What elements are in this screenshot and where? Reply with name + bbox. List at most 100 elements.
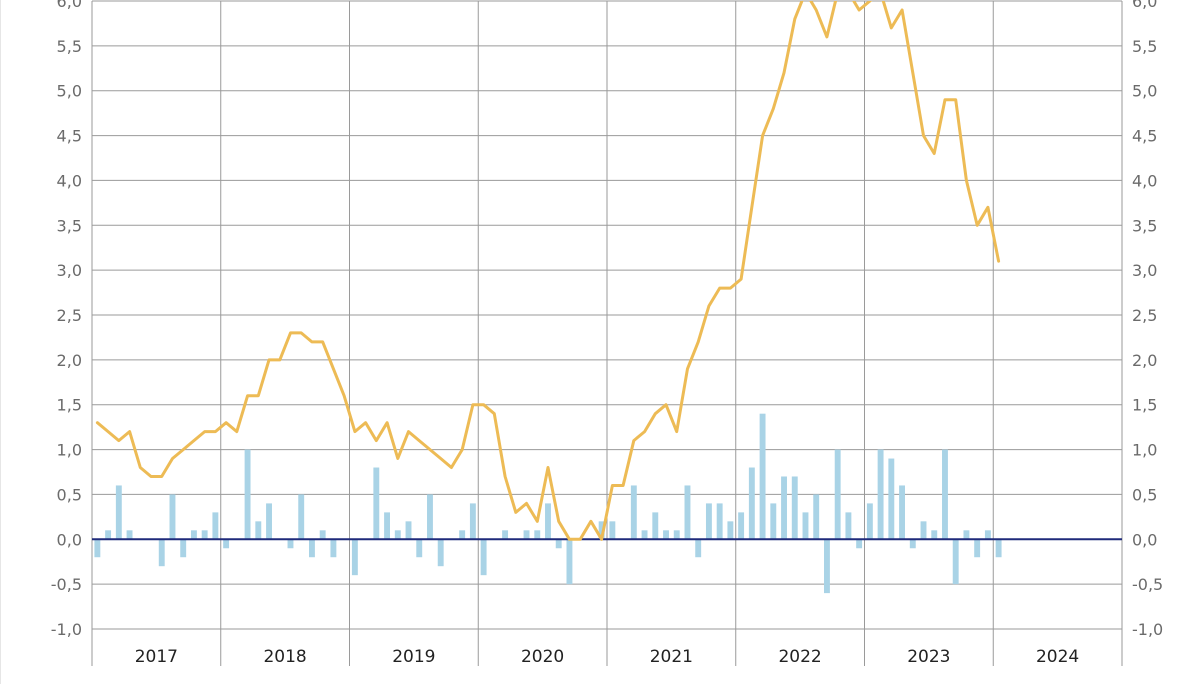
bar-mark xyxy=(330,539,337,558)
bar-mark xyxy=(791,476,798,540)
bar-mark xyxy=(748,467,755,540)
bar-mark xyxy=(427,494,433,540)
bar-mark xyxy=(287,539,294,549)
bar-mark xyxy=(716,503,723,540)
y-tick-label-right: 3,0 xyxy=(1132,261,1157,280)
bar-mark xyxy=(738,512,745,540)
y-tick-label-left: 3,0 xyxy=(57,261,82,280)
x-year-label: 2019 xyxy=(392,647,435,667)
bar-mark xyxy=(437,539,444,567)
bar-mark xyxy=(942,449,948,540)
bar-mark xyxy=(899,485,906,540)
bar-mark xyxy=(813,494,820,540)
line-series xyxy=(95,1,1001,541)
bar-mark xyxy=(480,539,487,576)
y-tick-label-left: 4,5 xyxy=(57,127,82,146)
bar-mark xyxy=(673,530,680,540)
x-year-label: 2018 xyxy=(263,647,306,667)
bar-mark xyxy=(802,512,809,540)
bar-mark xyxy=(308,539,315,558)
bar-mark xyxy=(384,512,391,540)
bar-mark xyxy=(459,530,466,540)
bar-mark xyxy=(759,413,766,540)
y-tick-label-right: 3,5 xyxy=(1132,216,1157,235)
y-tick-label-right: 5,0 xyxy=(1132,82,1157,101)
y-tick-label-left: 2,0 xyxy=(57,351,82,370)
bar-mark xyxy=(888,458,895,540)
bar-mark xyxy=(684,485,691,540)
bar-mark xyxy=(94,539,101,558)
bar-mark xyxy=(266,503,272,540)
y-tick-label-left: 4,0 xyxy=(57,171,82,190)
bar-mark xyxy=(823,539,830,594)
bar-mark xyxy=(158,539,165,567)
bar-mark xyxy=(609,521,616,540)
y-tick-label-right: 1,0 xyxy=(1132,441,1157,460)
bar-mark xyxy=(705,503,712,540)
bar-mark xyxy=(169,494,176,540)
bar-mark xyxy=(984,530,991,540)
bar-mark xyxy=(405,521,412,540)
y-tick-label-left: 5,0 xyxy=(57,82,82,101)
bar-mark xyxy=(255,521,262,540)
bar-mark xyxy=(845,512,852,540)
bar-mark xyxy=(545,503,551,540)
bar-mark xyxy=(641,530,648,540)
bar-mark xyxy=(630,485,637,540)
y-tick-label-right: 0,5 xyxy=(1132,485,1157,504)
bar-mark xyxy=(212,512,219,540)
bar-mark xyxy=(663,530,669,540)
y-tick-label-left: -0,5 xyxy=(51,575,82,594)
bar-mark xyxy=(952,539,959,585)
bar-mark xyxy=(920,521,927,540)
bar-mark xyxy=(319,530,326,540)
bar-mark xyxy=(974,539,981,558)
y-tick-label-right: 4,5 xyxy=(1132,127,1157,146)
bar-mark xyxy=(351,539,358,576)
y-tick-label-right: 0,0 xyxy=(1132,530,1157,549)
bar-mark xyxy=(523,530,530,540)
bar-mark xyxy=(105,530,112,540)
bar-mark xyxy=(856,539,863,549)
bar-mark xyxy=(298,494,305,540)
bar-mark xyxy=(566,539,573,585)
y-tick-label-left: 6,0 xyxy=(57,0,82,11)
bar-mark xyxy=(877,449,884,540)
bar-mark xyxy=(223,539,230,549)
y-tick-label-left: 3,5 xyxy=(57,216,82,235)
bar-mark xyxy=(598,521,605,540)
y-tick-label-left: -1,0 xyxy=(51,620,82,639)
bar-mark xyxy=(502,530,509,540)
bar-mark xyxy=(244,449,251,540)
bar-mark xyxy=(931,530,938,540)
x-year-label: 2023 xyxy=(907,647,950,667)
bar-mark xyxy=(963,530,970,540)
x-year-label: 2022 xyxy=(778,647,821,667)
bar-mark xyxy=(695,539,702,558)
bar-mark xyxy=(115,485,122,540)
bar-mark xyxy=(555,539,562,549)
y-tick-label-right: 5,5 xyxy=(1132,37,1157,56)
bar-mark xyxy=(909,539,916,549)
bar-mark xyxy=(126,530,133,540)
y-tick-label-left: 5,5 xyxy=(57,37,82,56)
y-tick-label-right: 4,0 xyxy=(1132,171,1157,190)
y-tick-label-right: 1,5 xyxy=(1132,396,1157,415)
y-tick-label-right: 2,5 xyxy=(1132,306,1157,325)
bar-mark xyxy=(534,530,541,540)
x-year-label: 2024 xyxy=(1036,647,1079,667)
x-year-label: 2021 xyxy=(650,647,693,667)
bar-mark xyxy=(834,449,841,540)
y-tick-label-left: 0,5 xyxy=(57,485,82,504)
bar-mark xyxy=(727,521,734,540)
y-tick-label-right: -0,5 xyxy=(1132,575,1163,594)
y-tick-label-left: 2,5 xyxy=(57,306,82,325)
bar-mark xyxy=(469,503,476,540)
bar-mark xyxy=(373,467,380,540)
y-tick-label-right: 6,0 xyxy=(1132,0,1157,11)
bar-mark xyxy=(781,476,787,540)
y-tick-label-left: 1,0 xyxy=(57,441,82,460)
y-tick-label-left: 1,5 xyxy=(57,396,82,415)
